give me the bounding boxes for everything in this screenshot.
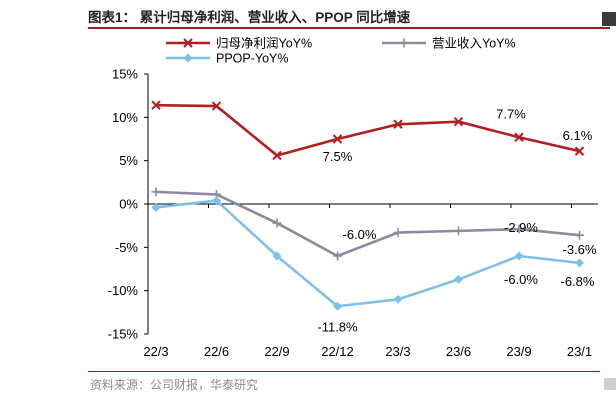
legend-item-1: 营业收入YoY%: [382, 37, 516, 51]
data-label: -3.6%: [563, 242, 597, 257]
plus-marker: [399, 38, 409, 48]
plus-marker: [393, 228, 403, 238]
diamond-marker: [151, 202, 161, 212]
plus-marker: [454, 226, 463, 236]
data-labels: 7.5% 7.7% 6.1% -6.0% -2.9% -3.6% -11.8% -6.0% -6…: [317, 106, 597, 334]
y-axis: 15% 10% 5% 0% -5% -10% -15%: [108, 67, 149, 342]
x-marker: [211, 101, 222, 111]
data-label: -6.8%: [561, 274, 595, 289]
x-marker: [332, 134, 343, 144]
series-1-group: [151, 187, 584, 261]
y-tick-label: -15%: [108, 327, 139, 342]
x-tick-label: 23/9: [506, 344, 531, 359]
plus-marker: [272, 218, 282, 228]
x-marker: [574, 146, 585, 156]
y-tick-label: 15%: [112, 67, 138, 82]
diamond-marker: [514, 251, 524, 261]
adjacent-source-edge: [604, 378, 616, 390]
legend-label: 营业收入YoY%: [432, 37, 516, 51]
plus-marker: [575, 230, 584, 240]
plus-marker: [151, 187, 161, 197]
diamond-marker: [272, 251, 282, 261]
legend-label: 归母净利润YoY%: [216, 37, 312, 51]
y-tick-label: 5%: [119, 153, 138, 168]
series-line-1: [155, 190, 580, 258]
series-0-group: [151, 100, 585, 161]
plus-marker: [333, 251, 342, 261]
diamond-marker: [333, 301, 342, 311]
x-tick-label: 22/12: [321, 344, 354, 359]
diamond-marker: [393, 294, 403, 304]
figure-title: 图表1： 累计归母净利润、营业收入、PPOP 同比增速: [88, 10, 411, 25]
source-note: 资料来源：公司财报，华泰研究: [90, 378, 259, 392]
title-rule: [88, 27, 610, 29]
source-rule: [88, 371, 600, 372]
x-marker: [514, 132, 524, 142]
diamond-marker: [183, 53, 193, 63]
x-marker: [393, 119, 403, 129]
data-label: -6.0%: [343, 227, 377, 242]
x-marker: [453, 116, 464, 127]
x-tick-label: 23/3: [385, 344, 410, 359]
x-marker: [183, 38, 193, 48]
adjacent-figure-edge: [602, 12, 616, 26]
legend-label: PPOP-YoY%: [216, 52, 289, 66]
diamond-marker: [575, 258, 584, 268]
x-tick-label: 23/1: [567, 344, 592, 359]
legend-item-2: PPOP-YoY%: [166, 52, 289, 66]
chart-legend: 归母净利润YoY% 营业收入YoY% PPOP-YoY%: [166, 37, 516, 66]
series-2-group: [151, 196, 584, 311]
y-tick-label: 0%: [119, 197, 138, 212]
y-tick-label: -5%: [115, 240, 139, 255]
diamond-marker: [212, 196, 221, 206]
data-label: 6.1%: [563, 128, 593, 143]
data-label: -2.9%: [504, 220, 538, 235]
y-tick-label: -10%: [108, 283, 139, 298]
data-label: -11.8%: [317, 319, 358, 334]
x-marker: [272, 150, 282, 161]
data-label: 7.7%: [496, 106, 526, 121]
x-tick-label: 22/6: [204, 344, 229, 359]
series-line-0: [155, 103, 580, 157]
x-marker: [151, 100, 161, 110]
x-tick-label: 22/3: [143, 344, 168, 359]
data-label: -6.0%: [504, 272, 538, 287]
series-layer: [151, 100, 585, 311]
series-line-2: [155, 199, 580, 308]
plus-marker: [514, 224, 524, 234]
y-tick-label: 10%: [112, 110, 138, 125]
legend-item-0: 归母净利润YoY%: [166, 37, 312, 51]
x-tick-label: 23/6: [446, 344, 471, 359]
data-label: 7.5%: [323, 149, 353, 164]
diamond-marker: [454, 274, 463, 284]
x-axis: 22/3 22/6 22/9 22/12 23/3 23/6 23/9 23/1: [143, 203, 598, 359]
x-tick-label: 22/9: [264, 344, 289, 359]
